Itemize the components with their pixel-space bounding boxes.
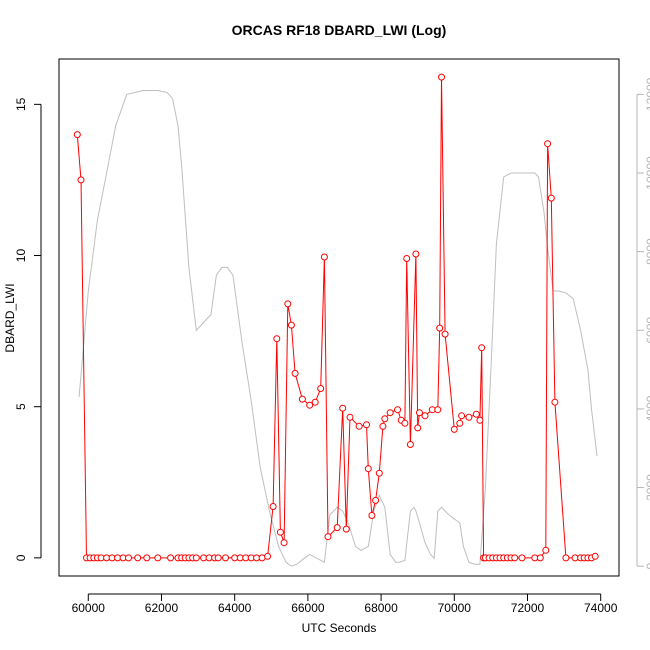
- y-tick-label: 5: [14, 403, 28, 410]
- data-point: [333, 524, 341, 532]
- chart-title: ORCAS RF18 DBARD_LWI (Log): [232, 22, 447, 38]
- data-point: [450, 425, 458, 433]
- data-point: [476, 416, 484, 424]
- data-point: [379, 422, 387, 430]
- data-point: [511, 554, 519, 562]
- data-point: [551, 398, 559, 406]
- data-point: [406, 441, 414, 448]
- data-point: [375, 469, 383, 477]
- data-point: [276, 528, 284, 536]
- data-point: [77, 176, 85, 184]
- plot-frame: [58, 58, 620, 577]
- data-point: [542, 546, 550, 554]
- data-point: [421, 412, 429, 420]
- y2-tick-label: 0: [644, 563, 650, 570]
- data-point: [544, 140, 552, 148]
- x-tick-label: 74000: [584, 601, 618, 615]
- data-point: [478, 344, 486, 352]
- data-point: [273, 335, 281, 343]
- data-point: [291, 369, 299, 377]
- data-point: [394, 406, 402, 414]
- data-point: [264, 552, 272, 560]
- grey-series-line: [78, 90, 598, 567]
- data-point: [287, 321, 295, 329]
- data-point: [269, 503, 277, 510]
- data-point: [438, 73, 445, 81]
- data-point: [368, 512, 376, 519]
- data-point: [298, 395, 306, 403]
- data-point: [414, 424, 422, 432]
- data-point: [284, 300, 292, 308]
- data-point: [306, 401, 314, 409]
- y2-tick-label: 12000: [644, 77, 650, 111]
- data-point: [465, 413, 473, 421]
- data-point: [547, 194, 555, 202]
- data-point: [320, 253, 328, 261]
- x-tick-label: 70000: [438, 601, 472, 615]
- data-point: [363, 421, 370, 429]
- data-point: [192, 554, 200, 562]
- data-point: [536, 554, 544, 562]
- data-point: [518, 554, 526, 562]
- y2-tick-label: 10000: [644, 156, 650, 190]
- data-point: [591, 552, 599, 560]
- data-point: [401, 419, 409, 427]
- data-point: [381, 415, 389, 423]
- data-point: [214, 554, 222, 562]
- x-axis-label: UTC Seconds: [302, 621, 377, 635]
- series-layer: [73, 73, 599, 567]
- data-point: [317, 385, 325, 392]
- data-point: [372, 496, 380, 504]
- x-tick-label: 64000: [218, 601, 252, 615]
- data-point: [125, 554, 132, 562]
- data-point: [412, 250, 420, 258]
- data-point: [167, 554, 175, 562]
- data-point: [386, 409, 394, 417]
- y2-tick-label: 6000: [644, 317, 650, 344]
- data-point: [143, 554, 151, 562]
- data-point: [154, 554, 162, 562]
- data-point: [458, 412, 466, 420]
- x-tick-label: 66000: [291, 601, 325, 615]
- x-tick-label: 68000: [364, 601, 398, 615]
- red-series-line: [76, 77, 596, 559]
- y2-tick-label: 8000: [644, 238, 650, 265]
- data-point: [339, 404, 347, 412]
- data-point: [346, 413, 354, 421]
- data-point: [441, 330, 449, 338]
- y-tick-label: 15: [14, 97, 28, 111]
- data-point: [222, 554, 229, 562]
- data-point: [472, 410, 480, 418]
- data-point: [364, 465, 372, 473]
- y-tick-label: 10: [14, 249, 28, 263]
- data-point: [403, 255, 411, 262]
- y2-tick-label: 4000: [644, 395, 650, 422]
- data-point: [280, 539, 288, 547]
- data-point: [342, 525, 350, 533]
- data-point: [562, 554, 570, 562]
- data-point: [324, 533, 332, 541]
- data-point: [436, 324, 444, 332]
- y2-axis: 0 2000 4000 6000 8000 10000 12000: [636, 77, 650, 570]
- y-tick-label: 0: [14, 554, 28, 561]
- data-point: [355, 422, 363, 430]
- x-tick-label: 62000: [145, 601, 179, 615]
- x-tick-label: 60000: [72, 601, 106, 615]
- data-point: [416, 409, 423, 417]
- data-point: [311, 398, 319, 406]
- y-axis: 0 5 10 15: [14, 97, 42, 561]
- y2-tick-label: 2000: [644, 474, 650, 501]
- x-tick-label: 72000: [511, 601, 545, 615]
- data-point: [134, 554, 142, 562]
- data-point: [73, 131, 81, 139]
- data-point: [456, 419, 464, 427]
- x-axis: 60000 62000 64000 66000 68000 70000 72000 74000: [72, 593, 618, 615]
- y-axis-label: DBARD_LWI: [3, 283, 17, 352]
- data-point: [434, 406, 442, 414]
